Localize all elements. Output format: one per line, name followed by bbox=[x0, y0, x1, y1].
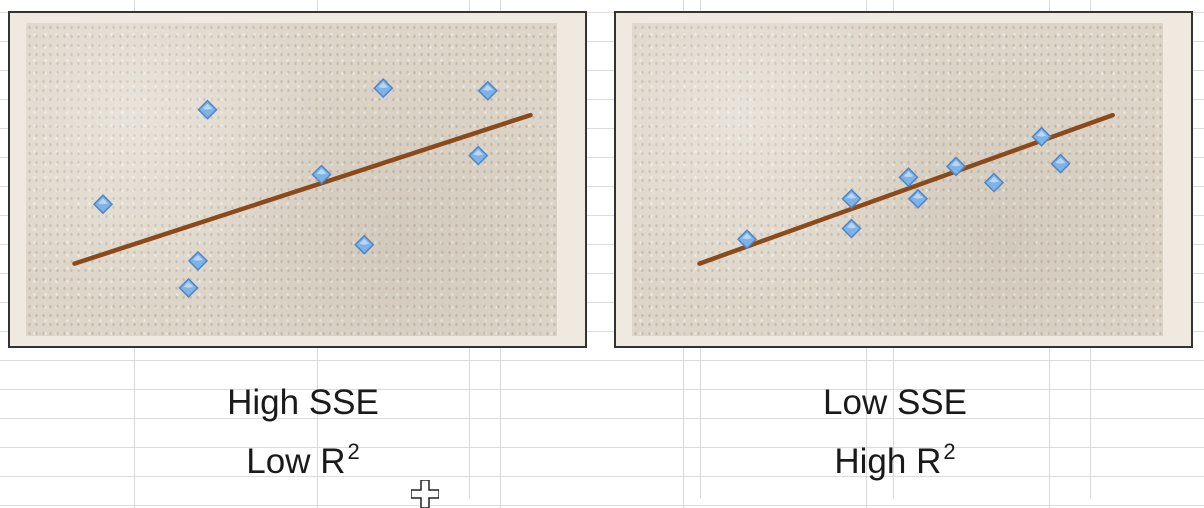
data-point[interactable] bbox=[178, 277, 199, 298]
data-point[interactable] bbox=[477, 80, 498, 101]
caption-line1: Low SSE bbox=[823, 383, 967, 422]
scatter-plot-low-sse bbox=[697, 112, 1115, 266]
data-point[interactable] bbox=[736, 229, 758, 250]
caption-r-exponent: 2 bbox=[347, 439, 360, 464]
data-point[interactable] bbox=[841, 188, 862, 209]
scatter-plot-high-sse bbox=[72, 78, 533, 298]
data-point[interactable] bbox=[898, 167, 919, 188]
caption-r-label: Low R bbox=[246, 442, 346, 481]
caption-r-exponent: 2 bbox=[943, 439, 956, 464]
caption-line2: Low R2 bbox=[103, 439, 503, 486]
plus-cursor-icon bbox=[411, 480, 439, 508]
caption-line1: High SSE bbox=[227, 383, 379, 422]
data-point[interactable] bbox=[907, 188, 929, 209]
data-point[interactable] bbox=[841, 218, 862, 239]
data-point[interactable] bbox=[311, 164, 332, 185]
chart-high-sse[interactable] bbox=[8, 11, 587, 348]
caption-high-sse: High SSE Low R2 bbox=[103, 383, 503, 486]
data-point[interactable] bbox=[197, 99, 218, 120]
plot-area bbox=[632, 23, 1163, 336]
caption-r-label: High R bbox=[834, 442, 942, 481]
plot-area bbox=[26, 23, 557, 336]
chart-low-sse[interactable] bbox=[614, 11, 1193, 348]
data-point[interactable] bbox=[187, 250, 209, 271]
caption-low-sse: Low SSE High R2 bbox=[695, 383, 1095, 486]
data-point[interactable] bbox=[92, 194, 114, 215]
data-point[interactable] bbox=[1031, 126, 1052, 147]
data-point[interactable] bbox=[468, 145, 489, 166]
regression-line bbox=[72, 112, 533, 266]
data-point[interactable] bbox=[983, 172, 1005, 193]
data-point[interactable] bbox=[354, 234, 375, 255]
caption-line2: High R2 bbox=[695, 439, 1095, 486]
data-point[interactable] bbox=[373, 78, 394, 99]
data-point[interactable] bbox=[1050, 153, 1071, 174]
data-point[interactable] bbox=[945, 156, 967, 177]
